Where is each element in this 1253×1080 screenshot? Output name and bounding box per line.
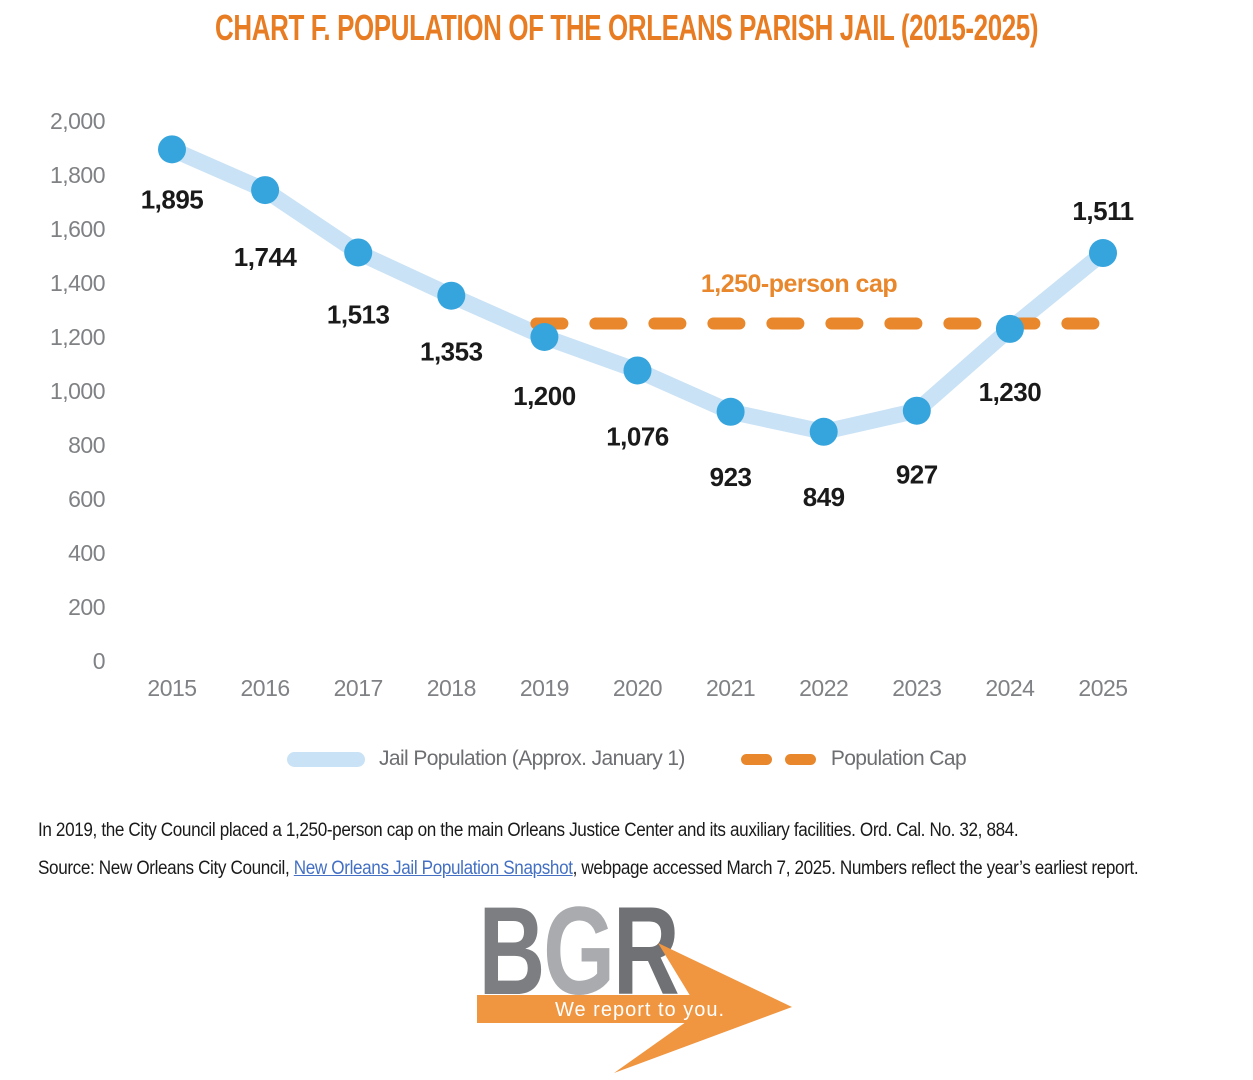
legend-label-jail-population: Jail Population (Approx. January 1) bbox=[378, 747, 685, 770]
chart-legend: Jail Population (Approx. January 1) Popu… bbox=[0, 740, 1253, 778]
footnotes: In 2019, the City Council placed a 1,250… bbox=[38, 812, 1139, 888]
logo-arrow-band bbox=[477, 995, 712, 1023]
population-cap-dash-swatch bbox=[740, 753, 816, 765]
legend-item-jail-population: Jail Population (Approx. January 1) bbox=[286, 747, 685, 771]
x-tick-label: 2022 bbox=[799, 675, 848, 701]
data-point bbox=[902, 396, 931, 425]
x-tick-label: 2019 bbox=[520, 675, 569, 701]
data-label: 1,076 bbox=[606, 421, 669, 451]
chart-title: CHART F. POPULATION OF THE ORLEANS PARIS… bbox=[0, 7, 1253, 49]
y-tick-label: 800 bbox=[68, 432, 105, 458]
data-label: 927 bbox=[896, 460, 938, 490]
data-point bbox=[716, 397, 745, 426]
y-tick-label: 1,000 bbox=[50, 378, 105, 404]
legend-label-population-cap: Population Cap bbox=[830, 747, 967, 770]
x-tick-label: 2016 bbox=[241, 675, 290, 701]
data-point bbox=[437, 281, 466, 310]
y-tick-label: 1,800 bbox=[50, 162, 105, 188]
y-tick-label: 1,600 bbox=[50, 216, 105, 242]
data-point bbox=[344, 238, 373, 267]
logo-letters: BGR bbox=[479, 890, 679, 1021]
x-tick-label: 2018 bbox=[427, 675, 476, 701]
data-label: 1,353 bbox=[420, 337, 483, 367]
y-tick-label: 1,400 bbox=[50, 270, 105, 296]
data-point bbox=[809, 417, 838, 446]
legend-item-population-cap: Population Cap bbox=[740, 747, 967, 771]
logo-arrow-head bbox=[614, 943, 792, 1073]
jail-population-chart: 0 200 400 600 800 1,000 1,200 1,400 1,600 1,800 2,… bbox=[50, 108, 1134, 701]
x-tick-label: 2025 bbox=[1078, 675, 1127, 701]
y-tick-label: 400 bbox=[68, 540, 105, 566]
data-label: 1,511 bbox=[1072, 196, 1133, 226]
x-tick-label: 2015 bbox=[147, 675, 196, 701]
data-label: 849 bbox=[803, 482, 845, 512]
data-point bbox=[995, 314, 1024, 343]
x-tick-label: 2024 bbox=[985, 675, 1035, 701]
data-point bbox=[158, 135, 186, 164]
jail-population-line bbox=[164, 141, 1111, 440]
chart-title-text: CHART F. POPULATION OF THE ORLEANS PARIS… bbox=[214, 7, 1039, 48]
footnote-source: Source: New Orleans City Council, New Or… bbox=[38, 858, 1139, 879]
x-tick-label: 2023 bbox=[892, 675, 941, 701]
data-label: 923 bbox=[710, 462, 752, 492]
x-tick-label: 2021 bbox=[706, 675, 755, 701]
y-tick-label: 2,000 bbox=[50, 108, 105, 134]
y-tick-label: 200 bbox=[68, 594, 105, 620]
y-tick-label: 600 bbox=[68, 486, 105, 512]
bgr-logo: BGR We report to you. bbox=[477, 890, 792, 1073]
data-point bbox=[530, 323, 559, 351]
x-tick-label: 2017 bbox=[334, 675, 383, 701]
source-link[interactable]: New Orleans Jail Population Snapshot bbox=[293, 858, 573, 879]
data-point bbox=[251, 176, 280, 205]
logo-tagline: We report to you. bbox=[555, 999, 725, 1021]
data-point bbox=[623, 356, 652, 385]
data-point bbox=[1089, 239, 1117, 268]
data-label: 1,744 bbox=[234, 242, 298, 272]
y-tick-label: 1,200 bbox=[50, 324, 105, 350]
y-tick-label: 0 bbox=[93, 648, 105, 674]
footnote-cap-ordinance: In 2019, the City Council placed a 1,250… bbox=[38, 820, 1019, 841]
x-tick-label: 2020 bbox=[613, 675, 662, 701]
jail-population-line-swatch bbox=[286, 751, 365, 767]
cap-annotation: 1,250-person cap bbox=[701, 270, 897, 298]
data-label: 1,513 bbox=[327, 299, 390, 329]
data-label: 1,895 bbox=[141, 184, 204, 214]
data-label: 1,230 bbox=[979, 377, 1042, 407]
data-label: 1,200 bbox=[513, 381, 576, 411]
